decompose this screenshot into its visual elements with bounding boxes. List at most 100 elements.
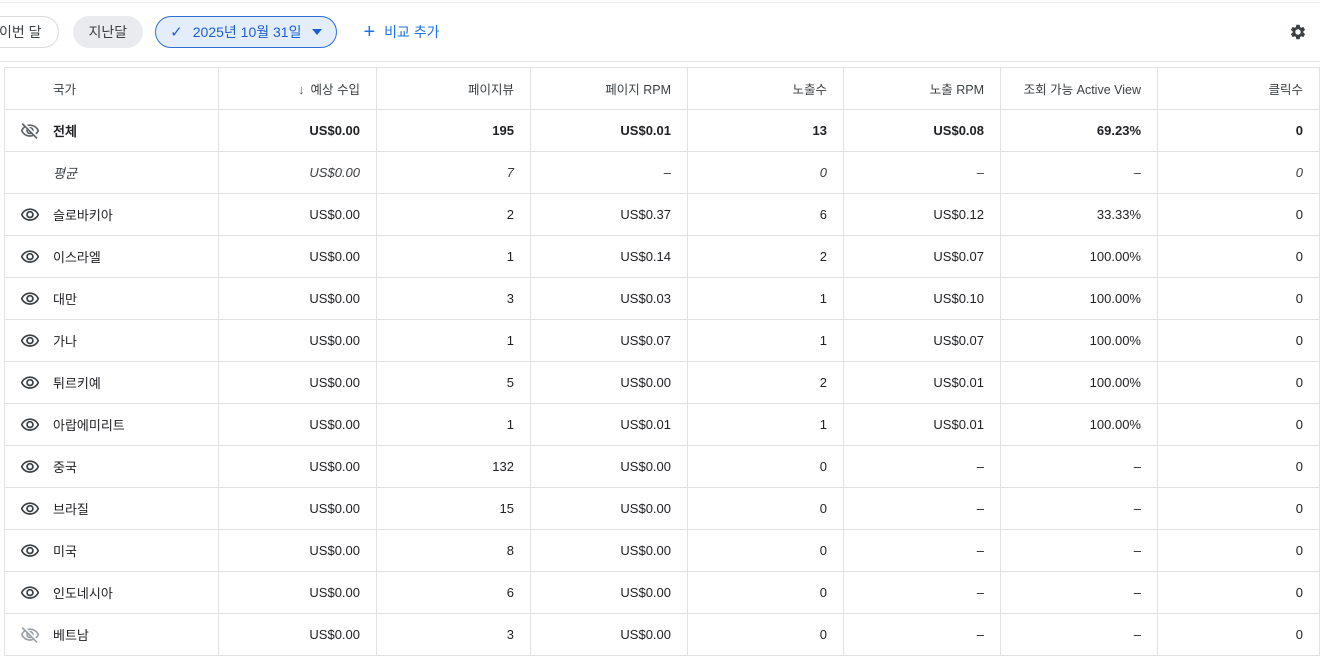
row-label-cell: 평균	[4, 151, 219, 194]
row-label: 중국	[53, 460, 77, 475]
this-month-chip[interactable]: 이번 달	[0, 16, 59, 48]
cell-value: US$0.01	[530, 109, 688, 152]
row-label-cell: 중국	[4, 445, 219, 488]
row-label-cell: 브라질	[4, 487, 219, 530]
last-month-chip[interactable]: 지난달	[72, 16, 144, 48]
cell-value: US$0.00	[530, 529, 688, 572]
row-label-cell: 대만	[4, 277, 219, 320]
sort-descending-icon: ↓	[298, 82, 305, 97]
column-header-6[interactable]: 조회 가능 Active View	[1000, 67, 1158, 110]
cell-value: –	[1000, 613, 1158, 656]
row-label-cell: 이스라엘	[4, 235, 219, 278]
row-label: 미국	[53, 544, 77, 559]
cell-value: –	[843, 151, 1001, 194]
column-header-1[interactable]: ↓ 예상 수입	[218, 67, 377, 110]
eye-spacer	[19, 162, 41, 184]
cell-value: 0	[1157, 109, 1320, 152]
cell-value: US$0.00	[218, 487, 377, 530]
cell-value: 3	[376, 277, 531, 320]
cell-value: –	[843, 613, 1001, 656]
add-comparison-label: 비교 추가	[384, 24, 440, 40]
report-settings-button[interactable]	[1282, 16, 1314, 48]
cell-value: 1	[376, 403, 531, 446]
cell-value: US$0.00	[218, 571, 377, 614]
cell-value: US$0.00	[530, 487, 688, 530]
cell-value: US$0.00	[218, 235, 377, 278]
cell-value: 0	[1157, 151, 1320, 194]
cell-value: –	[1000, 445, 1158, 488]
cell-value: 0	[687, 571, 844, 614]
visibility-icon[interactable]	[19, 498, 41, 520]
visibility-icon[interactable]	[19, 456, 41, 478]
cell-value: –	[1000, 571, 1158, 614]
cell-value: –	[530, 151, 688, 194]
column-header-5[interactable]: 노출 RPM	[843, 67, 1001, 110]
top-divider	[0, 2, 1320, 3]
row-label-cell: 아랍에미리트	[4, 403, 219, 446]
add-comparison-button[interactable]: + 비교 추가	[357, 21, 445, 43]
table-row: 인도네시아 US$0.00 6 US$0.00 0– –0	[4, 571, 1320, 614]
cell-value: 0	[1157, 403, 1320, 446]
table-row: 대만 US$0.00 3 US$0.03 1 US$0.10 100.00% 0	[4, 277, 1320, 320]
visibility-icon[interactable]	[19, 288, 41, 310]
cell-value: –	[1000, 529, 1158, 572]
cell-value: –	[843, 487, 1001, 530]
column-header-country[interactable]: 국가	[4, 67, 219, 110]
cell-value: US$0.14	[530, 235, 688, 278]
cell-value: US$0.07	[843, 319, 1001, 362]
column-header-4[interactable]: 노출수	[687, 67, 844, 110]
cell-value: 0	[1157, 277, 1320, 320]
cell-value: US$0.00	[218, 361, 377, 404]
cell-value: 0	[1157, 193, 1320, 236]
cell-value: –	[843, 445, 1001, 488]
report-toolbar: 이번 달 지난달 ✓ 2025년 10월 31일 + 비교 추가	[0, 3, 1320, 62]
cell-value: 69.23%	[1000, 109, 1158, 152]
visibility-icon[interactable]	[19, 246, 41, 268]
cell-value: US$0.00	[218, 529, 377, 572]
visibility-icon[interactable]	[19, 204, 41, 226]
cell-value: 100.00%	[1000, 319, 1158, 362]
row-label-cell: 전체	[4, 109, 219, 152]
gear-icon	[1289, 23, 1307, 41]
cell-value: 0	[1157, 361, 1320, 404]
row-label: 브라질	[53, 502, 89, 517]
cell-value: US$0.00	[530, 361, 688, 404]
cell-value: 0	[687, 613, 844, 656]
cell-value: 100.00%	[1000, 235, 1158, 278]
visibility-off-icon[interactable]	[19, 120, 41, 142]
date-selector-label: 2025년 10월 31일	[192, 24, 302, 40]
cell-value: US$0.08	[843, 109, 1001, 152]
cell-value: US$0.07	[530, 319, 688, 362]
visibility-icon[interactable]	[19, 414, 41, 436]
date-selector-chip[interactable]: ✓ 2025년 10월 31일	[155, 16, 338, 48]
cell-value: 2	[687, 361, 844, 404]
visibility-icon[interactable]	[19, 330, 41, 352]
chevron-down-icon	[312, 29, 323, 35]
row-label-cell: 슬로바키아	[4, 193, 219, 236]
cell-value: –	[1000, 487, 1158, 530]
visibility-icon[interactable]	[19, 372, 41, 394]
cell-value: 1	[376, 235, 531, 278]
visibility-icon[interactable]	[19, 582, 41, 604]
cell-value: US$0.01	[843, 403, 1001, 446]
table-row: 이스라엘 US$0.00 1 US$0.14 2 US$0.07 100.00% 0	[4, 235, 1320, 278]
table-row: 평균 US$0.00 7–0– –0	[4, 151, 1320, 194]
cell-value: 0	[1157, 445, 1320, 488]
cell-value: US$0.37	[530, 193, 688, 236]
countries-report-table: 국가 ↓ 예상 수입 페이지뷰 페이지 RPM 노출수 노출 RPM 조회 가능 Active…	[4, 67, 1320, 656]
cell-value: US$0.00	[218, 403, 377, 446]
cell-value: US$0.07	[843, 235, 1001, 278]
cell-value: US$0.00	[218, 613, 377, 656]
cell-value: 5	[376, 361, 531, 404]
cell-value: 0	[1157, 319, 1320, 362]
visibility-icon[interactable]	[19, 540, 41, 562]
row-label: 베트남	[53, 628, 89, 643]
column-header-3[interactable]: 페이지 RPM	[530, 67, 688, 110]
column-header-2[interactable]: 페이지뷰	[376, 67, 531, 110]
table-row: 튀르키예 US$0.00 5 US$0.00 2 US$0.01 100.00% 0	[4, 361, 1320, 404]
cell-value: 0	[687, 529, 844, 572]
row-label-cell: 가나	[4, 319, 219, 362]
column-header-7[interactable]: 클릭수	[1157, 67, 1320, 110]
visibility-off-icon[interactable]	[19, 624, 41, 646]
cell-value: 0	[1157, 235, 1320, 278]
